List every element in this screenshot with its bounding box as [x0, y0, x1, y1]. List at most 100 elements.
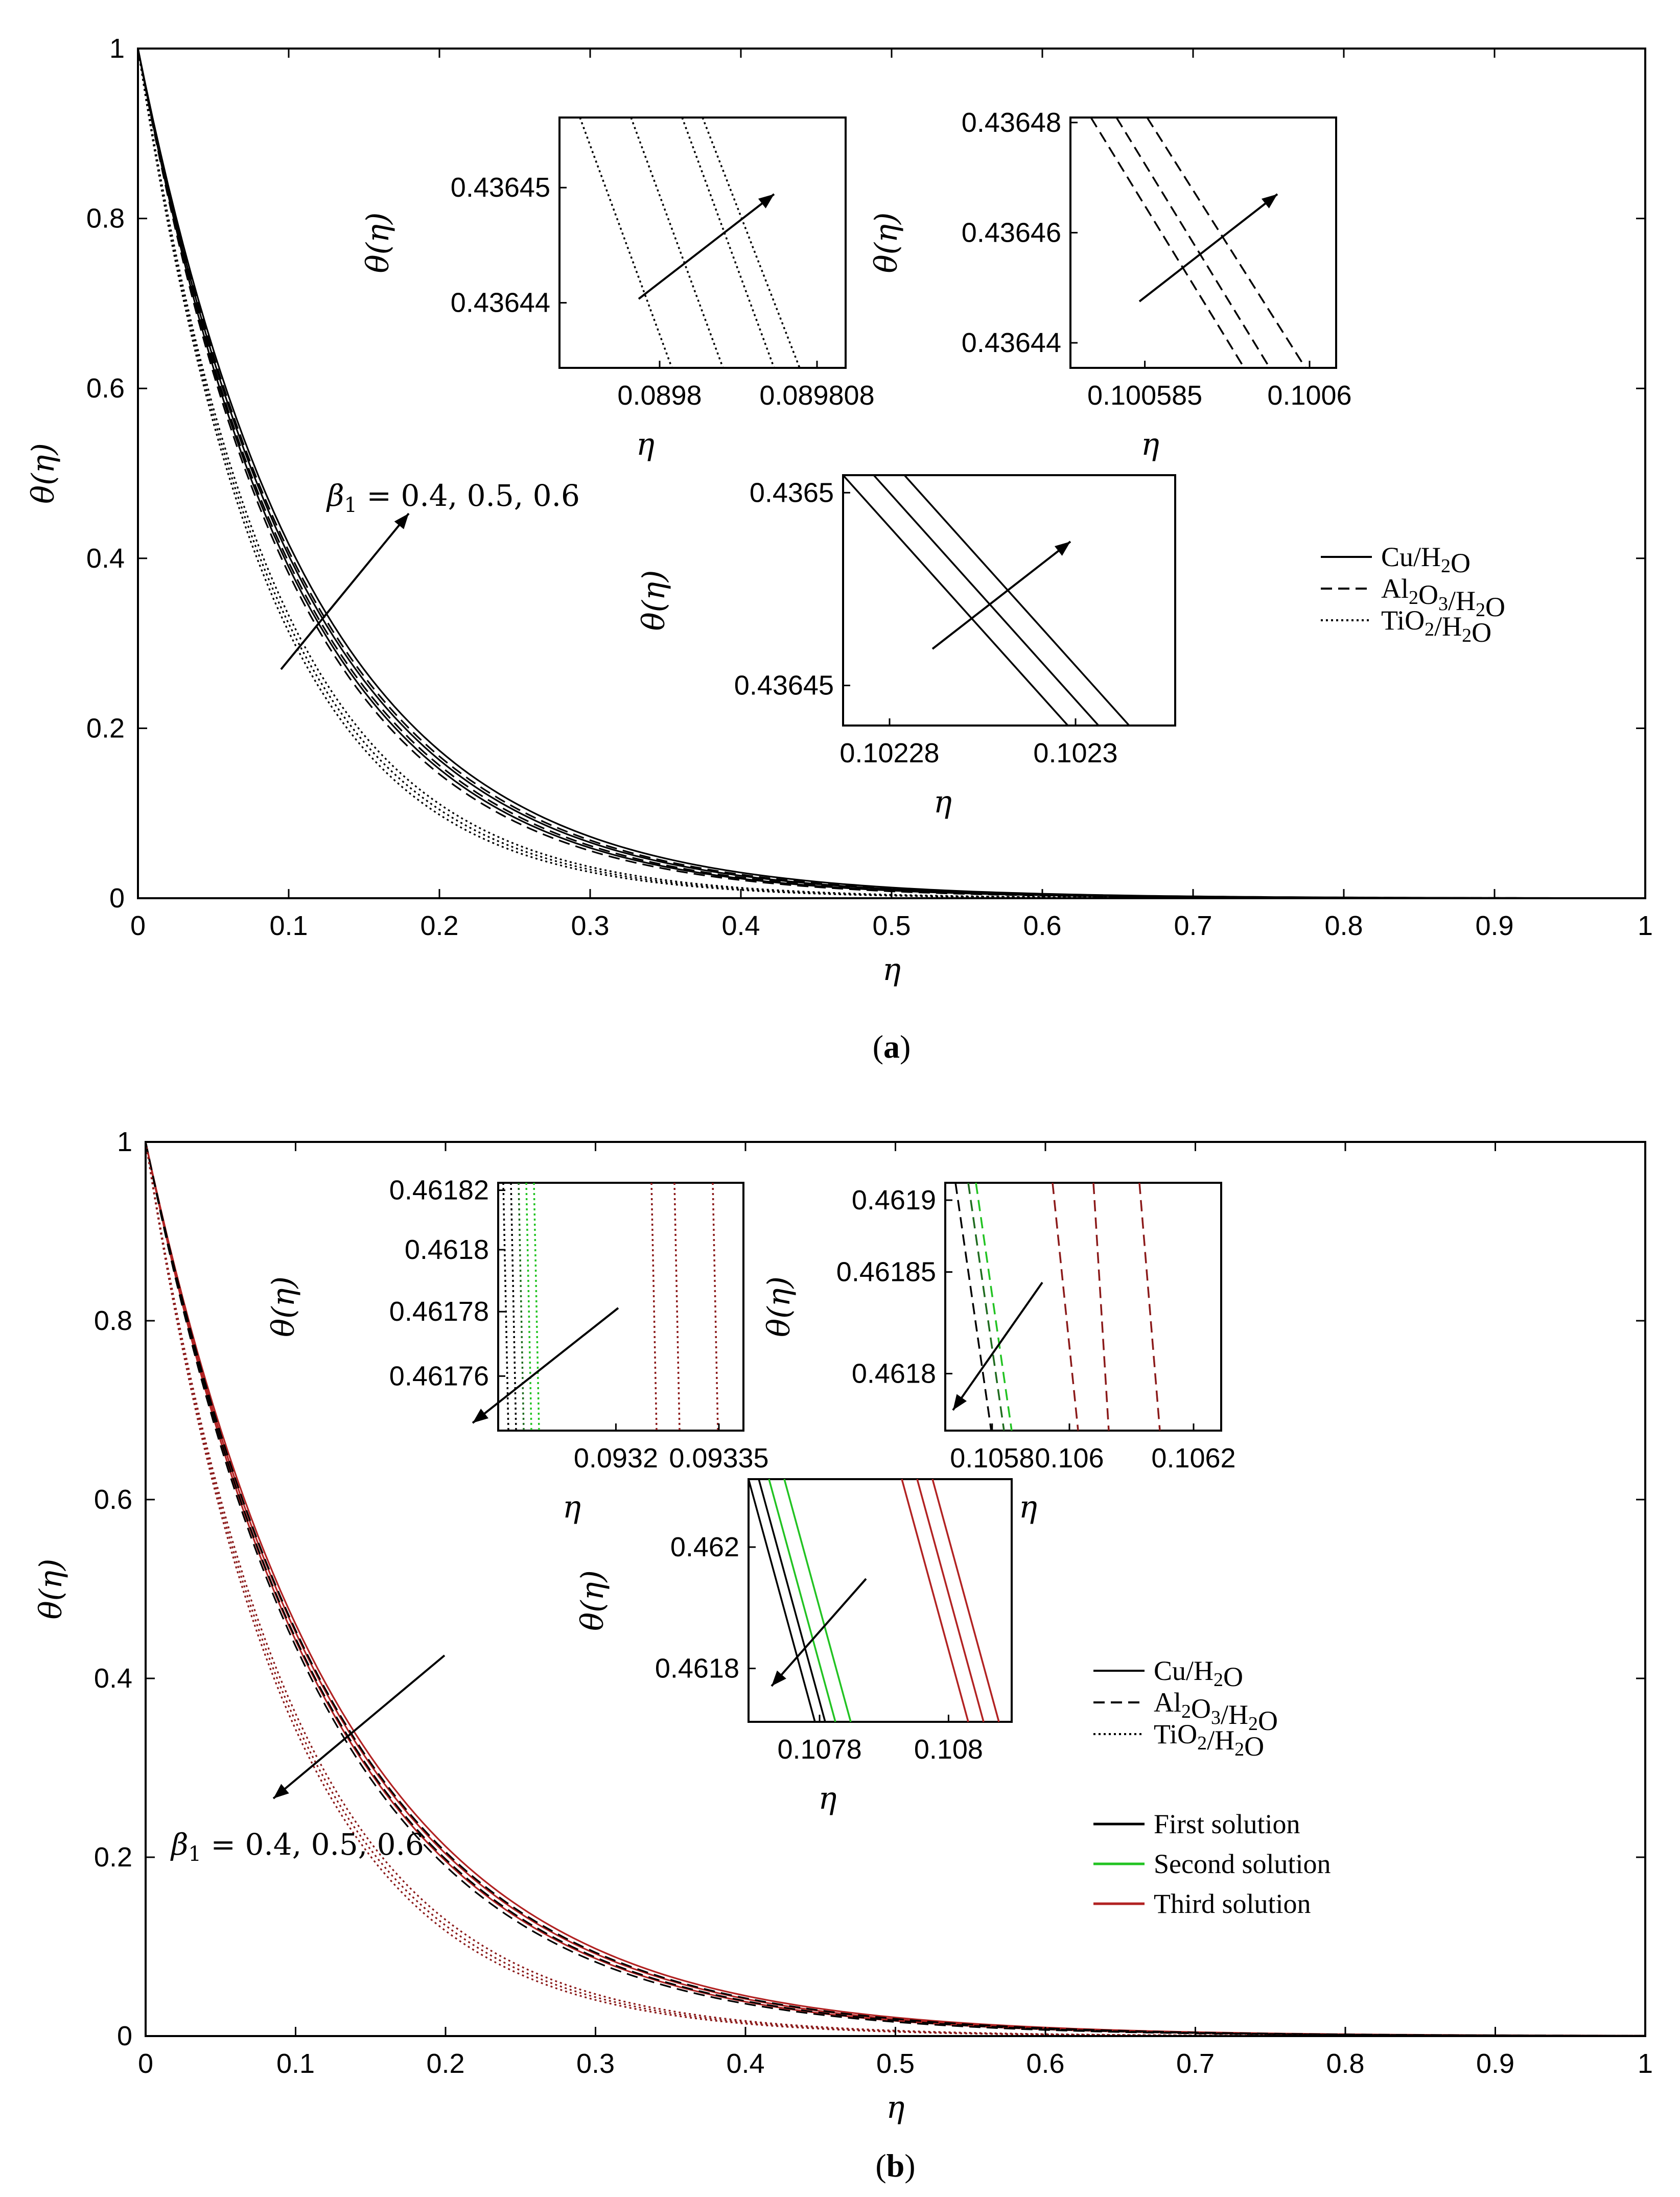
y-tick-label: 0.4	[86, 543, 125, 574]
inset-curve-5	[1138, 1182, 1161, 1431]
series-0-curve-1	[137, 48, 1645, 899]
solution-legend-label-2: Third solution	[1154, 1888, 1311, 1919]
inset-x-tick-label: 0.10228	[839, 738, 939, 768]
x-tick-label: 0.8	[1324, 910, 1363, 941]
inset-y-tick-label: 0.43645	[451, 172, 550, 203]
inset-y-axis-label: θ(η)	[360, 213, 396, 273]
beta-arrow-head	[394, 513, 409, 529]
plot-frame	[137, 48, 1646, 899]
x-tick-label: 0	[130, 910, 146, 941]
inset-x-tick-label: 0.1023	[1033, 738, 1117, 768]
inset-y-tick-label: 0.43648	[962, 107, 1061, 138]
inset-arrow-head	[473, 1408, 488, 1423]
inset-curve-2	[518, 1182, 525, 1431]
series-1-curve-0	[145, 1141, 1646, 2037]
inset-arrow-head	[1261, 194, 1277, 208]
series-1-curve-1	[137, 48, 1645, 899]
inset-0: 0.0932 0.09335 0.46182 0.4618 0.46178 0.46176…	[266, 1175, 769, 1525]
legend-label-1: Al2O3/H2O	[1154, 1687, 1278, 1736]
inset-x-axis-label: η	[934, 784, 952, 820]
inset-curve-1	[967, 1182, 1005, 1431]
y-tick-label: 0.2	[94, 1842, 132, 1873]
x-tick-label: 0.1	[276, 2048, 315, 2079]
inset-curve-5	[916, 1479, 985, 1722]
y-tick-label: 0.8	[94, 1305, 132, 1336]
x-tick-label: 0.8	[1326, 2048, 1364, 2079]
inset-1: 0.1058 0.106 0.1062 0.4619 0.46185 0.4618 η θ(η…	[761, 1182, 1236, 1525]
inset-curve-2	[681, 117, 775, 368]
inset-arrow-shaft	[638, 193, 775, 300]
inset-curve-4	[533, 1182, 540, 1431]
inset-y-axis-label: θ(η)	[869, 213, 904, 273]
beta-annotation: β1 = 0.4, 0.5, 0.6	[326, 478, 580, 517]
inset-x-axis-label: η	[1141, 427, 1159, 462]
x-tick-label: 1	[1638, 2048, 1653, 2079]
x-tick-label: 0.4	[721, 910, 760, 941]
inset-curve-3	[702, 117, 801, 368]
inset-frame	[748, 1478, 1013, 1723]
y-tick-label: 0.6	[94, 1484, 132, 1515]
inset-curve-1	[1115, 117, 1271, 368]
inset-x-tick-label: 0.1062	[1151, 1443, 1235, 1474]
inset-frame	[497, 1182, 744, 1432]
inset-y-tick-label: 0.46176	[389, 1361, 489, 1391]
inset-curve-6	[931, 1479, 1000, 1722]
inset-y-tick-label: 0.4618	[655, 1653, 739, 1684]
inset-y-axis-label: θ(η)	[266, 1276, 301, 1337]
x-tick-label: 0	[138, 2048, 153, 2079]
inset-curve-1	[630, 117, 724, 368]
inset-x-tick-label: 0.0898	[617, 380, 702, 411]
inset-x-tick-label: 0.0932	[574, 1443, 658, 1474]
inset-x-tick-label: 0.108	[914, 1734, 983, 1765]
inset-x-tick-label: 0.089808	[759, 380, 874, 411]
y-tick-label: 0.8	[86, 203, 125, 234]
x-tick-label: 0.3	[571, 910, 609, 941]
inset-curve-3	[1052, 1182, 1079, 1431]
inset-curve-2	[768, 1479, 836, 1722]
inset-y-tick-label: 0.46182	[389, 1175, 489, 1206]
beta-arrow-head	[273, 1784, 289, 1798]
series-1-curve-0	[137, 48, 1645, 899]
y-tick-label: 1	[109, 33, 125, 64]
inset-x-axis-label: η	[1019, 1489, 1037, 1525]
inset-arrow-head	[758, 194, 774, 208]
inset-curve-2	[903, 474, 1130, 727]
inset-curve-4	[1092, 1182, 1110, 1431]
y-axis-label: θ(η)	[33, 1559, 69, 1620]
inset-y-axis-label: θ(η)	[636, 570, 672, 631]
x-axis-label: η	[886, 2090, 905, 2125]
inset-curve-3	[525, 1182, 532, 1431]
solution-legend-label-1: Second solution	[1154, 1849, 1331, 1879]
inset-curve-3	[783, 1479, 852, 1722]
inset-curve-5	[650, 1182, 658, 1431]
beta-arrow-shaft	[280, 512, 410, 670]
inset-curve-6	[673, 1182, 681, 1431]
inset-x-tick-label: 0.1006	[1267, 380, 1351, 411]
inset-1: 0.100585 0.1006 0.43648 0.43646 0.43644 η θ(η)	[869, 107, 1352, 462]
inset-frame	[842, 474, 1176, 727]
x-tick-label: 0.3	[576, 2048, 615, 2079]
y-tick-label: 0.2	[86, 713, 125, 743]
y-axis-label: θ(η)	[26, 443, 61, 504]
x-tick-label: 0.6	[1026, 2048, 1064, 2079]
series-2-curve-0	[137, 48, 1645, 899]
inset-y-tick-label: 0.43644	[451, 288, 550, 318]
inset-curve-2	[1146, 117, 1306, 368]
inset-y-tick-label: 0.4618	[405, 1234, 489, 1265]
legend-label-1: Al2O3/H2O	[1381, 573, 1505, 622]
inset-arrow-shaft	[1138, 193, 1278, 302]
x-tick-label: 0.2	[426, 2048, 464, 2079]
inset-y-axis-label: θ(η)	[575, 1570, 611, 1631]
beta-annotation: β1 = 0.4, 0.5, 0.6	[170, 1827, 424, 1866]
inset-curve-1	[873, 474, 1100, 727]
inset-0: 0.0898 0.089808 0.43645 0.43644 η θ(η)	[360, 116, 875, 462]
x-tick-label: 0.6	[1023, 910, 1061, 941]
inset-arrow-head	[772, 1670, 786, 1686]
panel-caption: (a)	[873, 1029, 911, 1065]
inset-y-tick-label: 0.43644	[962, 328, 1061, 358]
legend-label-2: TiO2/H2O	[1381, 605, 1491, 648]
series-1-curve-2	[137, 48, 1645, 899]
inset-curve-1	[510, 1182, 517, 1431]
inset-arrow-head	[1054, 542, 1070, 556]
panel-caption: (b)	[875, 2147, 915, 2184]
